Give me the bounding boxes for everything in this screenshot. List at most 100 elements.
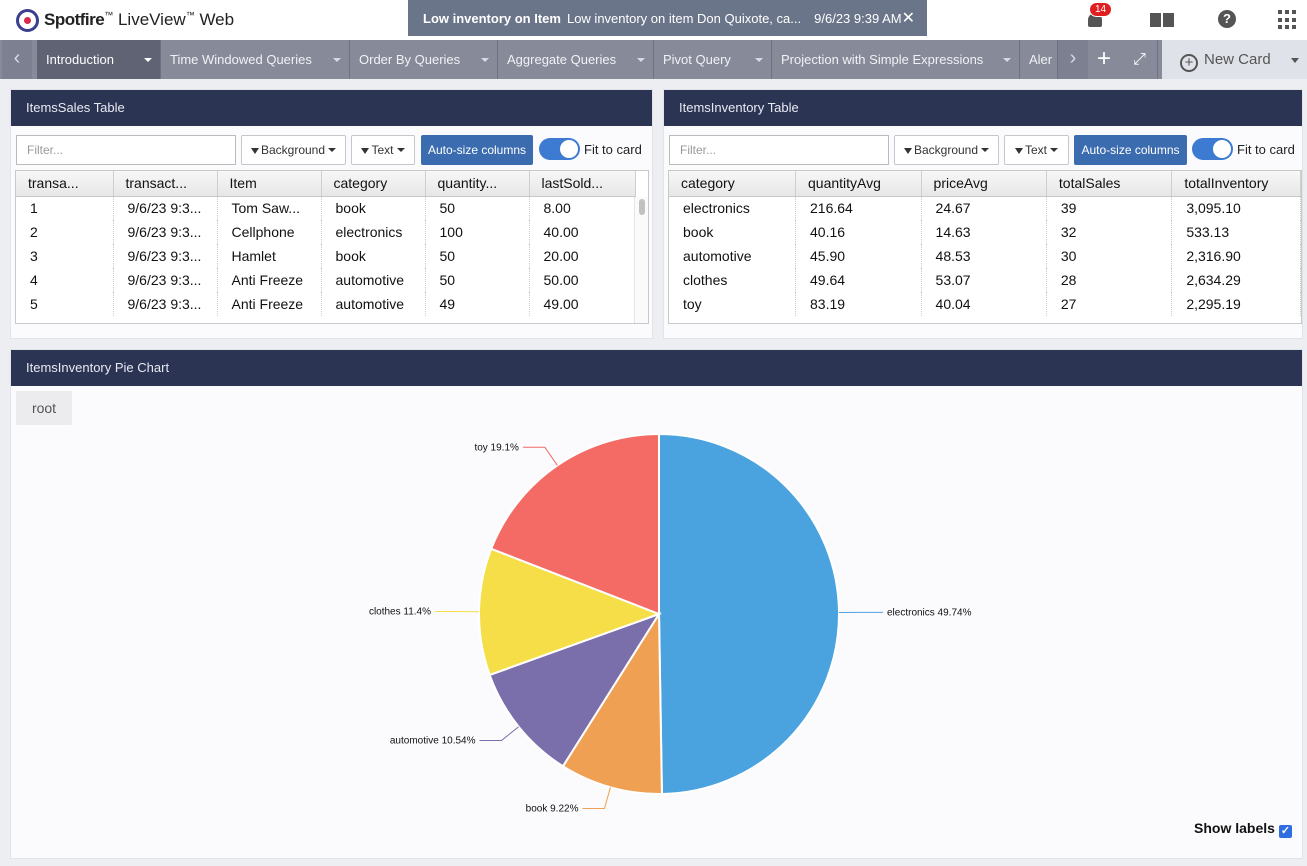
tab-alerts[interactable]: Aler [1020, 40, 1058, 79]
column-header[interactable]: category [669, 171, 796, 197]
tab-order-by-queries[interactable]: Order By Queries [350, 40, 498, 79]
table-cell: 3 [16, 244, 114, 268]
table-cell: 49.64 [795, 268, 922, 292]
table-cell: 45.90 [795, 244, 922, 268]
scrollbar-thumb[interactable] [639, 199, 645, 215]
table-row[interactable]: 3 9/6/23 9:3... Hamlet book 50 20.00 [16, 244, 636, 268]
table-row[interactable]: 5 9/6/23 9:3... Anti Freeze automotive 49 49.… [16, 292, 636, 316]
inventory-data-grid[interactable]: category quantityAvg priceAvg totalSales… [668, 170, 1302, 324]
label-leader-line [479, 726, 519, 741]
auto-size-columns-button[interactable]: Auto-size columns [421, 135, 533, 165]
filter-input[interactable]: Filter... [16, 135, 236, 165]
vertical-scrollbar[interactable] [634, 197, 648, 323]
new-card-button[interactable]: + New Card [1162, 40, 1307, 79]
pie-label-electronics: electronics 49.74% [887, 607, 972, 618]
table-row[interactable]: automotive 45.90 48.53 30 2,316.90 [669, 244, 1301, 268]
column-header[interactable]: totalInventory [1171, 171, 1301, 197]
table-cell: 50 [425, 268, 530, 292]
spotfire-logo-icon [16, 8, 39, 32]
text-filter-button[interactable]: Text [351, 135, 415, 165]
tab-projection-simple-expressions[interactable]: Projection with Simple Expressions [772, 40, 1020, 79]
book-icon[interactable] [1150, 10, 1174, 30]
pie-slice-automotive[interactable] [488, 612, 662, 768]
notification-title: Low inventory on Item [423, 10, 561, 26]
tab-aggregate-queries[interactable]: Aggregate Queries [498, 40, 654, 79]
items-sales-card: ItemsSales Table Filter... Background Te… [10, 89, 653, 339]
table-cell: 2,634.29 [1171, 268, 1301, 292]
column-header[interactable]: category [321, 171, 426, 197]
table-row[interactable]: electronics 216.64 24.67 39 3,095.10 [669, 196, 1301, 220]
plus-circle-icon: + [1180, 54, 1198, 72]
help-icon[interactable]: ? [1218, 10, 1238, 30]
fit-to-card-toggle[interactable] [1192, 138, 1233, 160]
show-labels-checkbox[interactable]: Show labels ✓ [1194, 820, 1292, 838]
tab-time-windowed-queries[interactable]: Time Windowed Queries [161, 40, 350, 79]
table-cell: 9/6/23 9:3... [113, 220, 218, 244]
label-leader-line [582, 787, 611, 810]
table-row[interactable]: 4 9/6/23 9:3... Anti Freeze automotive 50 50.… [16, 268, 636, 292]
table-cell: 100 [425, 220, 530, 244]
app-grid-icon[interactable] [1278, 10, 1298, 30]
background-filter-button[interactable]: Background [894, 135, 999, 165]
table-cell: 83.19 [795, 292, 922, 316]
chevron-left-icon[interactable]: ‹ [2, 40, 32, 79]
tab-pivot-query[interactable]: Pivot Query [654, 40, 772, 79]
chevron-down-icon[interactable] [481, 58, 489, 62]
table-cell: 27 [1046, 292, 1173, 316]
table-cell: book [321, 196, 426, 220]
chevron-right-icon[interactable]: › [1058, 40, 1088, 79]
tab-introduction[interactable]: Introduction [37, 40, 161, 79]
table-cell: Cellphone [217, 220, 322, 244]
chevron-down-icon[interactable] [333, 58, 341, 62]
pie-slice-electronics[interactable] [658, 432, 840, 795]
table-row[interactable]: 1 9/6/23 9:3... Tom Saw... book 50 8.00 [16, 196, 636, 220]
column-header[interactable]: quantityAvg [795, 171, 922, 197]
add-tab-button[interactable]: + [1096, 45, 1111, 72]
column-header[interactable]: transact... [113, 171, 218, 197]
auto-size-columns-button[interactable]: Auto-size columns [1074, 135, 1187, 165]
column-header[interactable]: transa... [16, 171, 114, 197]
filter-input[interactable]: Filter... [669, 135, 889, 165]
app-logo[interactable]: Spotfire™ LiveView™ Web [16, 8, 234, 32]
notification-message: Low inventory on item Don Quixote, ca... [566, 10, 802, 26]
chevron-down-icon[interactable] [1003, 58, 1011, 62]
table-cell: automotive [321, 292, 426, 316]
table-cell: 533.13 [1171, 220, 1301, 244]
table-cell: toy [669, 292, 796, 316]
table-cell: 4 [16, 268, 114, 292]
fullscreen-icon[interactable]: ⤢ [1122, 40, 1158, 79]
table-cell: Hamlet [217, 244, 322, 268]
chevron-down-icon[interactable] [1291, 58, 1299, 63]
root-breadcrumb-button[interactable]: root [16, 391, 72, 425]
checkbox-checked-icon[interactable]: ✓ [1278, 825, 1292, 838]
notification-banner[interactable]: Low inventory on Item Low inventory on i… [408, 0, 927, 36]
fit-to-card-label: Fit to card [1237, 142, 1295, 157]
table-row[interactable]: toy 83.19 40.04 27 2,295.19 [669, 292, 1301, 316]
table-cell: 50 [425, 244, 530, 268]
column-header[interactable]: quantity... [425, 171, 530, 197]
table-row[interactable]: clothes 49.64 53.07 28 2,634.29 [669, 268, 1301, 292]
chevron-down-icon[interactable] [755, 58, 763, 62]
background-filter-button[interactable]: Background [241, 135, 346, 165]
chevron-down-icon[interactable] [637, 58, 645, 62]
card-title: ItemsSales Table [11, 90, 652, 126]
filter-icon [361, 148, 370, 154]
table-row[interactable]: 2 9/6/23 9:3... Cellphone electronics 100 40.… [16, 220, 636, 244]
table-row[interactable]: book 40.16 14.63 32 533.13 [669, 220, 1301, 244]
bell-icon[interactable]: 14 [1085, 2, 1113, 30]
chevron-down-icon[interactable] [144, 58, 152, 62]
text-filter-button[interactable]: Text [1004, 135, 1069, 165]
inventory-table: category quantityAvg priceAvg totalSales… [669, 171, 1301, 316]
table-cell: 2,295.19 [1171, 292, 1301, 316]
fit-to-card-toggle[interactable] [539, 138, 580, 160]
table-cell: electronics [669, 196, 796, 220]
column-header[interactable]: lastSold... [529, 171, 636, 197]
table-cell: 3,095.10 [1171, 196, 1301, 220]
pie-chart: electronics 49.74% book 9.22% automotive 1… [369, 432, 972, 815]
column-header[interactable]: Item [217, 171, 322, 197]
column-header[interactable]: priceAvg [921, 171, 1047, 197]
book-page-right [1163, 13, 1174, 27]
column-header[interactable]: totalSales [1046, 171, 1173, 197]
close-icon[interactable]: ✕ [901, 10, 915, 27]
sales-data-grid[interactable]: transa... transact... Item category quan… [15, 170, 649, 324]
